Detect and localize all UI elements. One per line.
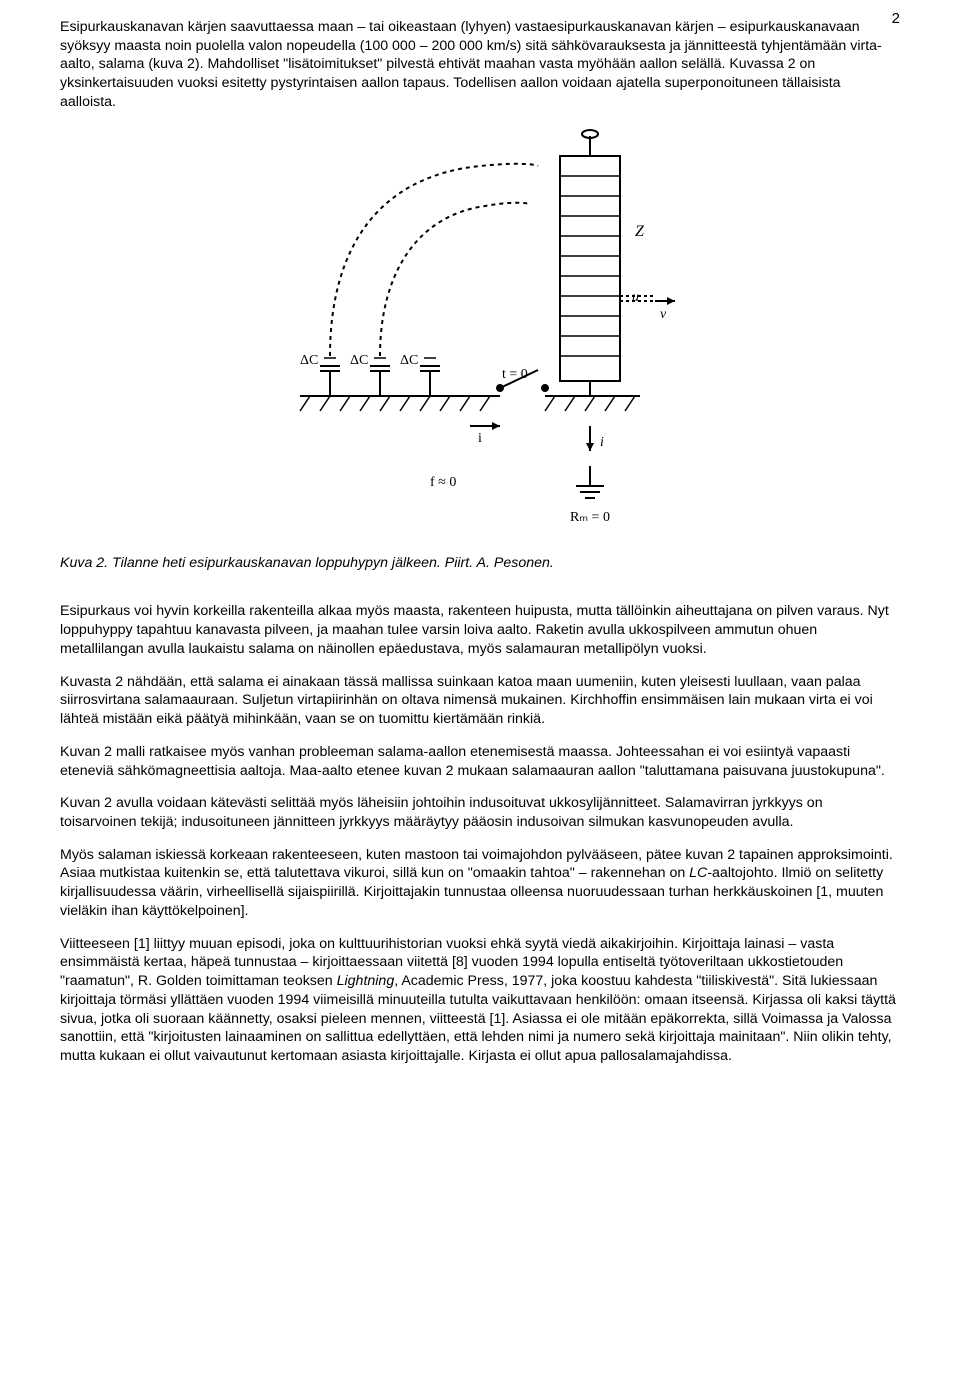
paragraph-5: Kuvan 2 avulla voidaan kätevästi selittä… bbox=[60, 794, 900, 831]
paragraph-1: Esipurkauskanavan kärjen saavuttaessa ma… bbox=[60, 18, 900, 112]
paragraph-4: Kuvan 2 malli ratkaisee myös vanhan prob… bbox=[60, 743, 900, 780]
label-i-left: i bbox=[478, 431, 482, 446]
label-dC3: ΔC bbox=[400, 353, 418, 368]
paragraph-2: Esipurkaus voi hyvin korkeilla rakenteil… bbox=[60, 602, 900, 658]
paragraph-7: Viitteeseen [1] liittyy muuan episodi, j… bbox=[60, 935, 900, 1066]
label-u: u bbox=[632, 290, 639, 305]
label-dC2: ΔC bbox=[350, 353, 368, 368]
label-R: R bbox=[577, 126, 587, 130]
p7-title: Lightning bbox=[337, 973, 395, 989]
p6-lc: LC bbox=[689, 865, 707, 881]
label-Z: Z bbox=[635, 223, 645, 240]
label-v: v bbox=[660, 307, 667, 322]
paragraph-3: Kuvasta 2 nähdään, että salama ei ainaka… bbox=[60, 673, 900, 729]
label-dC1: ΔC bbox=[300, 353, 318, 368]
label-f0: f ≈ 0 bbox=[430, 475, 456, 490]
label-Rm: Rₘ = 0 bbox=[570, 510, 610, 525]
page: 2 Esipurkauskanavan kärjen saavuttaessa … bbox=[0, 0, 960, 1381]
label-t0: t = 0 bbox=[502, 367, 528, 382]
figure-diagram: ΔC ΔC ΔC t = 0 i bbox=[260, 126, 700, 536]
label-i-right: i bbox=[600, 435, 604, 450]
figure-caption: Kuva 2. Tilanne heti esipurkauskanavan l… bbox=[60, 554, 900, 573]
page-number: 2 bbox=[892, 10, 900, 27]
figure-2: ΔC ΔC ΔC t = 0 i bbox=[60, 126, 900, 536]
paragraph-6: Myös salaman iskiessä korkeaan rakentees… bbox=[60, 846, 900, 921]
